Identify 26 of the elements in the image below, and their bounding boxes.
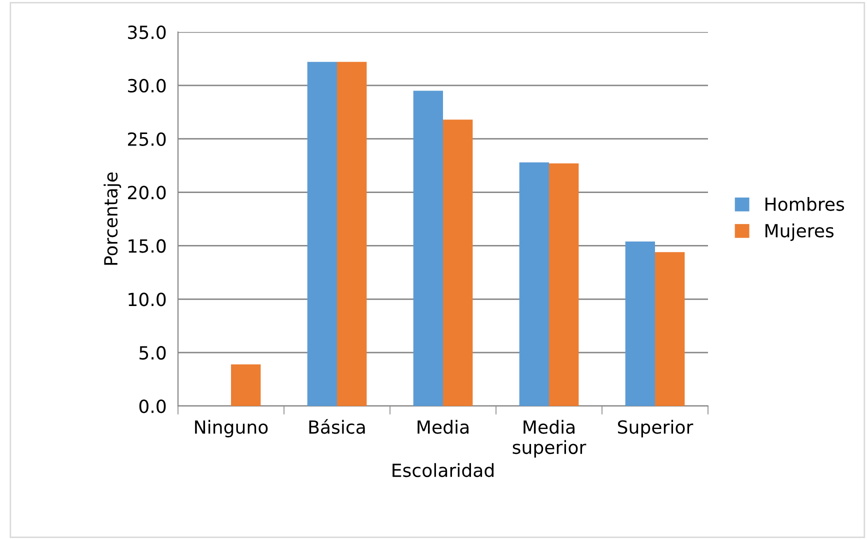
- x-tick-label: Básica: [309, 419, 365, 434]
- x-tick-label: Superior: [618, 420, 694, 438]
- x-tick-label: Ninguno: [195, 420, 268, 438]
- x-tick-label: Media superior: [512, 420, 586, 458]
- y-tick-label: 20.0: [128, 186, 166, 200]
- bar: [443, 120, 473, 406]
- x-tick-label: Media: [418, 420, 468, 434]
- bar: [307, 62, 337, 406]
- bar: [231, 364, 261, 406]
- x-axis-title: Escolaridad: [392, 463, 494, 478]
- bar: [655, 252, 685, 406]
- y-tick-label: 5.0: [140, 346, 166, 360]
- bar: [337, 62, 367, 406]
- bar: [549, 163, 579, 406]
- bar: [413, 90, 443, 406]
- bar: [519, 162, 549, 406]
- y-tick-label: 0.0: [139, 399, 166, 414]
- legend-label: Mujeres: [766, 224, 834, 241]
- legend-label: Hombres: [766, 197, 844, 211]
- y-tick-label: 35.0: [128, 25, 166, 40]
- y-tick-label: 25.0: [128, 132, 166, 146]
- y-tick-label: 15.0: [128, 239, 166, 253]
- y-tick-label: 30.0: [128, 78, 166, 93]
- bar: [625, 241, 655, 406]
- y-axis-title: Porcentaje: [104, 172, 122, 265]
- y-tick-label: 10.0: [128, 292, 166, 306]
